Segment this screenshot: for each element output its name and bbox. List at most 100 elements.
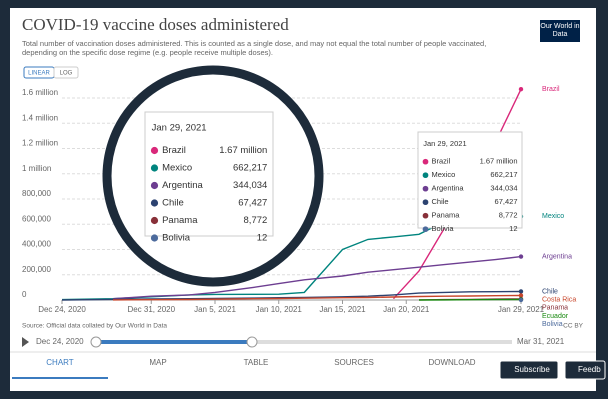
x-tick-label: Jan 20, 2021: [383, 305, 430, 314]
tooltip-swatch: [150, 216, 159, 225]
play-button[interactable]: [22, 337, 29, 347]
y-tick-label: 1.2 million: [22, 139, 58, 148]
tooltip-swatch: [422, 185, 429, 192]
series-label: Mexico: [542, 213, 564, 220]
tab[interactable]: CHART: [46, 358, 74, 367]
tooltip-value: 1.67 million: [219, 145, 267, 156]
series-end-point: [518, 289, 524, 294]
chart-title: COVID-19 vaccine doses administered: [22, 15, 289, 34]
tooltip-name: Mexico: [432, 170, 456, 179]
tab[interactable]: TABLE: [244, 358, 269, 367]
tooltip-value: 8,772: [499, 211, 518, 220]
magnifier-content: Jan 29, 2021 Brazil 1.67 million Mexico 662,…: [107, 70, 319, 282]
linear-label: LINEAR: [28, 71, 50, 77]
x-tick-label: Dec 24, 2020: [38, 305, 86, 314]
series-label: Brazil: [542, 86, 560, 93]
series-label: Ecuador: [542, 313, 569, 320]
tab[interactable]: MAP: [149, 358, 166, 367]
y-tick-label: 600,000: [22, 214, 51, 223]
tooltip-swatch: [150, 181, 159, 190]
y-tick-label: 400,000: [22, 240, 51, 249]
tooltip-name: Mexico: [162, 163, 192, 174]
series-line: [112, 255, 522, 300]
tooltip-value: 8,772: [244, 215, 268, 226]
tooltip-value: 12: [509, 224, 517, 233]
tooltip-date: Jan 29, 2021: [423, 139, 466, 148]
tooltip-name: Brazil: [432, 157, 451, 166]
tooltip-value: 662,217: [490, 170, 517, 179]
tooltip-name: Panama: [432, 211, 461, 220]
tooltip-swatch: [422, 158, 429, 165]
series-end-point: [518, 297, 524, 303]
subscribe-button[interactable]: [499, 360, 559, 380]
series-label: Chile: [542, 288, 558, 295]
x-tick-label: Jan 5, 2021: [194, 305, 236, 314]
series-end-point: [518, 293, 524, 298]
logo-label: Our World in Data: [540, 23, 580, 38]
tooltip-swatch: [422, 226, 429, 233]
tooltip-name: Bolivia: [162, 233, 191, 244]
timeline-handle[interactable]: [90, 336, 102, 348]
y-tick-label: 1.4 million: [22, 113, 58, 122]
logo[interactable]: [540, 20, 580, 42]
series-end-point: [518, 86, 524, 92]
x-tick-label: Jan 15, 2021: [319, 305, 366, 314]
tooltip: [417, 131, 523, 229]
timeline-end: Mar 31, 2021: [517, 337, 565, 346]
timeline-handle[interactable]: [246, 336, 258, 348]
series-label: Panama: [542, 305, 568, 312]
series-line: [112, 294, 522, 301]
subtitle: Total number of vaccination doses admini…: [22, 39, 486, 48]
feedback-button[interactable]: [564, 360, 606, 380]
license: CC BY: [563, 323, 584, 330]
tooltip-swatch: [422, 212, 429, 219]
tooltip-name: Panama: [162, 215, 198, 226]
y-tick-label: 1.6 million: [22, 88, 58, 97]
series-label: Bolivia: [542, 321, 563, 328]
series-end-point: [518, 254, 524, 259]
x-tick-label: Jan 29, 2021: [498, 305, 545, 314]
series-line: [61, 290, 522, 301]
tooltip-value: 344,034: [490, 184, 517, 193]
tooltip-swatch: [422, 199, 429, 206]
x-tick-label: Dec 31, 2020: [127, 305, 175, 314]
tooltip-name: Argentina: [162, 180, 203, 191]
tooltip-swatch: [150, 164, 159, 172]
tooltip-swatch: [150, 199, 159, 207]
tooltip-date: Jan 29, 2021: [152, 122, 207, 133]
tooltip-value: 67,427: [495, 197, 518, 206]
tooltip-swatch: [150, 234, 159, 242]
tooltip-value: 344,034: [233, 180, 267, 191]
y-tick-label: 800,000: [22, 189, 51, 198]
tooltip-name: Brazil: [162, 145, 186, 156]
y-tick-label: 1 million: [22, 164, 51, 173]
magnifier-ring: [102, 65, 324, 287]
tooltip-value: 1.67 million: [480, 157, 518, 166]
x-tick-label: Jan 10, 2021: [256, 305, 303, 314]
tooltip-value: 662,217: [233, 163, 267, 174]
log-button[interactable]: [53, 66, 79, 79]
tooltip-name: Chile: [162, 198, 184, 209]
tab[interactable]: SOURCES: [334, 358, 374, 367]
tooltip-swatch: [422, 172, 429, 179]
feedback-label: Feedb: [578, 365, 601, 374]
series-label: Argentina: [542, 253, 572, 260]
y-tick-label: 0: [22, 290, 27, 299]
tooltip-name: Bolivia: [432, 224, 455, 233]
tab[interactable]: DOWNLOAD: [428, 358, 475, 367]
logo-text: Our World in Data: [540, 23, 580, 38]
tooltip-value: 12: [257, 233, 268, 244]
source: Source: Official data collated by Our Wo…: [22, 323, 167, 330]
log-label: LOG: [60, 71, 73, 77]
tooltip-name: Argentina: [432, 184, 465, 193]
subscribe-label: Subscribe: [514, 365, 550, 374]
tooltip-name: Chile: [432, 197, 449, 206]
tooltip-value: 67,427: [238, 198, 267, 209]
series-label: Costa Rica: [542, 297, 576, 304]
tooltip-swatch: [150, 146, 159, 155]
tooltip: [144, 111, 274, 237]
subtitle: depending on the specific dose regime (e…: [22, 48, 273, 57]
series-line: [418, 298, 522, 301]
y-tick-label: 200,000: [22, 265, 51, 274]
